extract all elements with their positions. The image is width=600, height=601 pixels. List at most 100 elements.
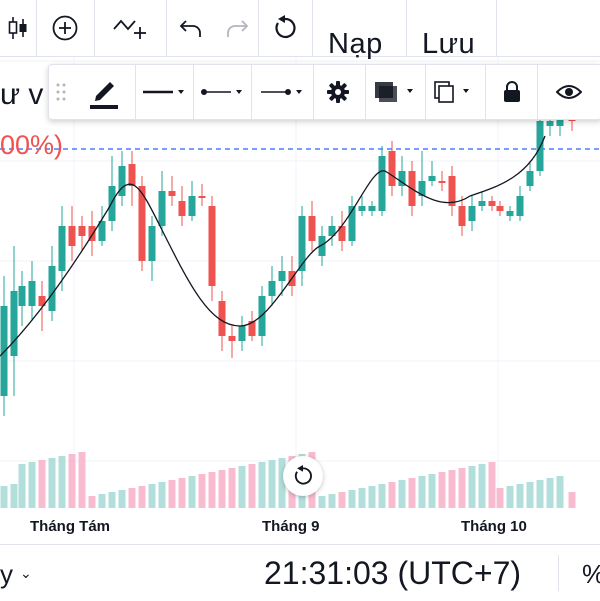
volume-bar bbox=[398, 480, 406, 508]
candle-body bbox=[198, 196, 206, 198]
settings-button[interactable] bbox=[315, 65, 361, 119]
volume-bar bbox=[408, 478, 416, 508]
moving-average-line bbox=[0, 135, 546, 357]
undo-button[interactable] bbox=[166, 0, 216, 56]
volume-bar bbox=[278, 458, 286, 508]
candle-body bbox=[338, 226, 346, 241]
reset-button[interactable] bbox=[258, 0, 313, 56]
compare-button[interactable] bbox=[94, 0, 167, 56]
volume-bar bbox=[536, 480, 544, 508]
candle-body bbox=[188, 196, 196, 216]
candle-body bbox=[228, 336, 236, 341]
volume-bar bbox=[148, 484, 156, 508]
volume-bar bbox=[18, 464, 26, 508]
volume-bar bbox=[198, 474, 206, 508]
volume-bar bbox=[128, 488, 136, 508]
candle-body bbox=[138, 186, 146, 261]
volume-bar bbox=[188, 476, 196, 508]
line-end-button[interactable] bbox=[253, 65, 311, 119]
candle-body bbox=[348, 206, 356, 241]
candle-body bbox=[98, 221, 106, 241]
candle-body bbox=[78, 226, 86, 236]
fill-button[interactable] bbox=[367, 65, 423, 119]
candle-body bbox=[38, 296, 46, 306]
x-label-oct: Tháng 10 bbox=[461, 518, 527, 535]
clock-timezone[interactable]: 21:31:03 (UTC+7) bbox=[264, 555, 522, 591]
line-style-button[interactable] bbox=[137, 65, 191, 119]
volume-bar bbox=[248, 464, 256, 508]
candle-body bbox=[468, 206, 476, 221]
redo-button[interactable] bbox=[216, 0, 259, 56]
volume-bar bbox=[428, 474, 436, 508]
price-chart[interactable] bbox=[0, 56, 600, 544]
candle-body bbox=[58, 226, 66, 271]
fill-icon bbox=[375, 82, 413, 102]
candle-body bbox=[318, 236, 326, 256]
clone-button[interactable] bbox=[427, 65, 483, 119]
candles-button[interactable] bbox=[0, 0, 37, 56]
volume-bars bbox=[0, 452, 576, 508]
volume-bar bbox=[438, 472, 446, 508]
candle-body bbox=[418, 181, 426, 196]
add-indicator-icon bbox=[52, 15, 78, 41]
volume-bar bbox=[0, 486, 8, 508]
pencil-icon bbox=[90, 82, 118, 109]
divider bbox=[558, 555, 559, 591]
x-label-aug: Tháng Tám bbox=[30, 518, 111, 535]
lock-button[interactable] bbox=[487, 65, 537, 119]
candle-body bbox=[398, 171, 406, 186]
nap-label: Nạp bbox=[328, 28, 383, 60]
volume-bar bbox=[468, 466, 476, 508]
volume-bar bbox=[88, 496, 96, 508]
line-color-button[interactable] bbox=[79, 65, 129, 119]
volume-bar bbox=[358, 488, 366, 508]
candle-body bbox=[308, 216, 316, 241]
volume-bar bbox=[28, 462, 36, 508]
candle-body bbox=[268, 281, 276, 296]
volume-bar bbox=[568, 492, 576, 508]
percent-label: 00%) bbox=[0, 130, 64, 160]
volume-bar bbox=[10, 484, 18, 508]
candle-body bbox=[368, 206, 376, 211]
volume-bar bbox=[328, 494, 336, 508]
volume-bar bbox=[218, 470, 226, 508]
percent-toggle[interactable]: % bbox=[582, 559, 600, 590]
volume-bar bbox=[178, 478, 186, 508]
bottom-bar: y ⌄ 21:31:03 (UTC+7) % bbox=[0, 544, 600, 601]
candle-body bbox=[438, 181, 446, 183]
volume-bar bbox=[258, 462, 266, 508]
chart-canvas[interactable] bbox=[0, 56, 600, 544]
candle-body bbox=[278, 271, 286, 281]
volume-bar bbox=[238, 466, 246, 508]
candle-body bbox=[238, 326, 246, 341]
volume-bar bbox=[78, 452, 86, 508]
add-indicator-button[interactable] bbox=[36, 0, 95, 56]
volume-bar bbox=[496, 488, 504, 508]
drag-handle[interactable] bbox=[49, 65, 73, 119]
candle-body bbox=[218, 301, 226, 336]
volume-bar bbox=[338, 492, 346, 508]
candle-body bbox=[10, 291, 18, 356]
visibility-button[interactable] bbox=[539, 65, 599, 119]
candle-body bbox=[168, 191, 176, 196]
drawing-toolbar bbox=[48, 64, 600, 120]
volume-bar bbox=[556, 476, 564, 508]
volume-bar bbox=[48, 458, 56, 508]
line-width-button[interactable] bbox=[195, 65, 249, 119]
nap-button[interactable]: Nạp bbox=[312, 0, 407, 60]
volume-bar bbox=[506, 486, 514, 508]
candle-body bbox=[556, 116, 564, 126]
volume-bar bbox=[526, 482, 534, 508]
volume-bar bbox=[418, 476, 426, 508]
range-selector[interactable]: y bbox=[0, 559, 13, 589]
redo-icon bbox=[227, 20, 249, 37]
candle-body bbox=[496, 206, 504, 211]
reset-chart-button[interactable] bbox=[283, 456, 323, 496]
volume-bar bbox=[516, 484, 524, 508]
volume-bar bbox=[318, 496, 326, 508]
volume-bar bbox=[68, 454, 76, 508]
time-axis[interactable]: Tháng Tám Tháng 9 Tháng 10 bbox=[0, 508, 600, 544]
candle-body bbox=[208, 206, 216, 286]
luu-button[interactable]: Lưu bbox=[406, 0, 497, 60]
volume-bar bbox=[108, 492, 116, 508]
